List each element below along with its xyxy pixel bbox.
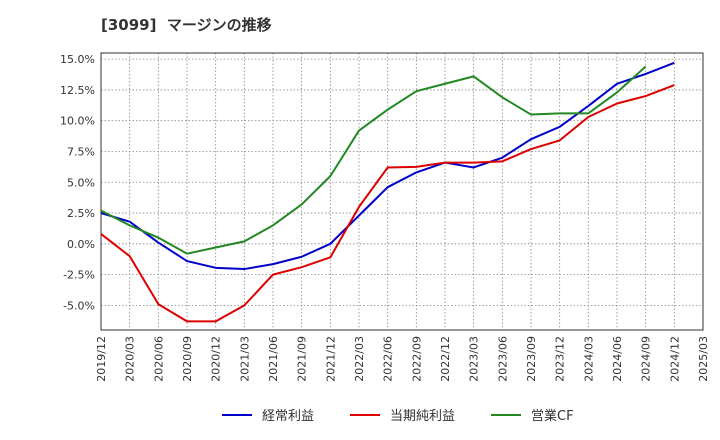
x-tick-label: 2025/03 [697, 336, 710, 382]
x-tick-label: 2023/12 [554, 336, 567, 382]
x-tick-label: 2024/03 [582, 336, 595, 382]
y-tick-label: -5.0% [63, 299, 95, 312]
x-tick-label: 2023/06 [496, 336, 509, 382]
series-line-2 [100, 84, 675, 323]
y-tick-label: 12.5% [60, 84, 95, 97]
plot-border [100, 52, 704, 331]
x-tick-label: 2024/09 [640, 336, 653, 382]
x-tick-label: 2021/09 [296, 336, 309, 382]
x-tick-label: 2022/06 [382, 336, 395, 382]
x-tick-label: 2022/12 [439, 336, 452, 382]
x-tick-label: 2023/09 [525, 336, 538, 382]
x-tick-label: 2020/09 [181, 336, 194, 382]
x-tick-label: 2024/06 [611, 336, 624, 382]
y-tick-label: 7.5% [67, 145, 95, 158]
y-tick-label: 5.0% [67, 176, 95, 189]
x-tick-label: 2021/12 [324, 336, 337, 382]
y-tick-label: 2.5% [67, 207, 95, 220]
x-tick-label: 2020/12 [210, 336, 223, 382]
y-tick-label: -2.5% [63, 269, 95, 282]
x-tick-label: 2020/06 [152, 336, 165, 382]
x-tick-label: 2021/06 [267, 336, 280, 382]
x-tick-label: 2019/12 [95, 336, 108, 382]
x-tick-label: 2021/03 [238, 336, 251, 382]
x-tick-label: 2020/03 [124, 336, 137, 382]
legend-label-2: 当期純利益 [390, 409, 455, 424]
legend-label-3: 営業CF [531, 408, 574, 424]
x-tick-label: 2022/09 [410, 336, 423, 382]
y-tick-label: 10.0% [60, 115, 95, 128]
legend-label-1: 経常利益 [262, 409, 314, 424]
y-tick-label: 0.0% [67, 238, 95, 251]
chart-title: [3099] マージンの推移 [101, 16, 272, 34]
series-line-3 [100, 65, 647, 255]
x-tick-label: 2023/03 [468, 336, 481, 382]
x-tick-label: 2022/03 [353, 336, 366, 382]
x-tick-label: 2024/12 [668, 336, 681, 382]
y-tick-label: 15.0% [60, 53, 95, 66]
plot-area [101, 53, 703, 330]
